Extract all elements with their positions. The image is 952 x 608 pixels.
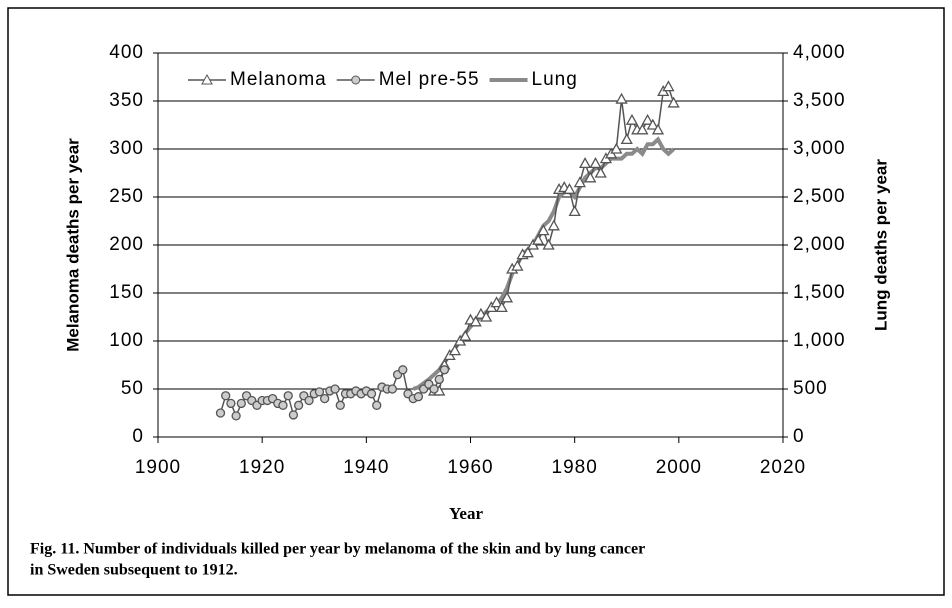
point bbox=[667, 96, 680, 108]
point bbox=[434, 374, 444, 385]
point bbox=[573, 176, 586, 188]
legend-label: Lung bbox=[532, 69, 578, 90]
y-tick-label: 100 bbox=[109, 330, 144, 351]
point bbox=[231, 411, 241, 421]
point bbox=[413, 392, 424, 402]
y2-tick-label: 4,000 bbox=[793, 42, 846, 63]
x-tick-label: 2000 bbox=[656, 457, 702, 478]
point bbox=[537, 224, 550, 236]
y2-tick-label: 2,000 bbox=[793, 234, 846, 255]
x-tick-label: 1980 bbox=[552, 457, 598, 478]
point bbox=[314, 387, 325, 397]
y2-tick-label: 3,500 bbox=[793, 90, 846, 111]
y2-tick-label: 2,500 bbox=[793, 186, 846, 207]
y-tick-label: 0 bbox=[132, 426, 144, 447]
x-tick-label: 1960 bbox=[447, 457, 493, 478]
y2-tick-label: 1,000 bbox=[793, 330, 846, 351]
point bbox=[511, 259, 524, 271]
point bbox=[646, 118, 659, 130]
point bbox=[589, 157, 602, 169]
point bbox=[366, 389, 377, 399]
point bbox=[283, 391, 293, 401]
x-tick-label: 1940 bbox=[343, 457, 389, 478]
x-tick-label: 1920 bbox=[239, 457, 285, 478]
y-tick-label: 400 bbox=[109, 42, 144, 63]
y2-tick-label: 3,000 bbox=[793, 138, 846, 159]
y2-tick-label: 1,500 bbox=[793, 282, 846, 303]
point bbox=[439, 365, 450, 375]
y-axis-title: Melanoma deaths per year bbox=[63, 138, 82, 352]
y-tick-label: 150 bbox=[109, 282, 144, 303]
y-tick-label: 200 bbox=[109, 234, 144, 255]
point bbox=[288, 410, 299, 420]
point bbox=[578, 157, 592, 169]
point bbox=[330, 384, 340, 394]
point bbox=[459, 329, 472, 341]
y2-tick-label: 500 bbox=[793, 378, 828, 399]
point bbox=[480, 310, 493, 322]
point bbox=[636, 123, 649, 135]
point bbox=[563, 182, 576, 194]
point bbox=[625, 113, 639, 125]
point bbox=[469, 315, 482, 327]
x-tick-label: 1900 bbox=[135, 457, 181, 478]
point bbox=[398, 365, 408, 375]
point bbox=[221, 391, 231, 401]
point bbox=[542, 238, 555, 250]
y2-tick-label: 0 bbox=[793, 426, 805, 447]
point bbox=[532, 233, 545, 245]
point bbox=[320, 393, 330, 404]
y-tick-label: 250 bbox=[109, 186, 144, 207]
caption: in Sweden subsequent to 1912. bbox=[30, 562, 238, 579]
y-tick-label: 350 bbox=[109, 90, 144, 111]
point bbox=[387, 384, 398, 394]
point bbox=[372, 400, 382, 410]
point bbox=[547, 219, 560, 231]
legend-marker bbox=[351, 75, 361, 85]
point bbox=[495, 301, 508, 313]
point bbox=[615, 92, 628, 104]
point bbox=[521, 246, 534, 258]
point bbox=[651, 123, 665, 135]
point bbox=[448, 344, 461, 356]
y-tick-label: 50 bbox=[121, 378, 144, 399]
point bbox=[584, 171, 597, 183]
point bbox=[594, 166, 607, 178]
point bbox=[610, 142, 623, 154]
point bbox=[429, 384, 439, 394]
x-axis-title: Year bbox=[449, 504, 483, 523]
x-tick-label: 2020 bbox=[760, 457, 806, 478]
point bbox=[293, 400, 304, 410]
point bbox=[641, 113, 654, 125]
legend-marker bbox=[201, 73, 213, 85]
point bbox=[236, 398, 246, 409]
frame bbox=[7, 7, 945, 596]
point bbox=[500, 291, 514, 303]
caption: Fig. 11. Number of individuals killed pe… bbox=[30, 541, 645, 558]
point bbox=[335, 400, 345, 410]
point bbox=[304, 395, 314, 406]
legend-label: Melanoma bbox=[230, 69, 327, 90]
point bbox=[278, 400, 288, 410]
point bbox=[568, 205, 581, 217]
point bbox=[215, 408, 226, 418]
y-tick-label: 300 bbox=[109, 138, 144, 159]
point bbox=[620, 133, 633, 145]
legend-label: Mel pre-55 bbox=[379, 69, 480, 90]
point bbox=[662, 80, 675, 92]
y2-axis-title: Lung deaths per year bbox=[871, 159, 890, 331]
point bbox=[490, 296, 503, 308]
point bbox=[226, 398, 236, 409]
